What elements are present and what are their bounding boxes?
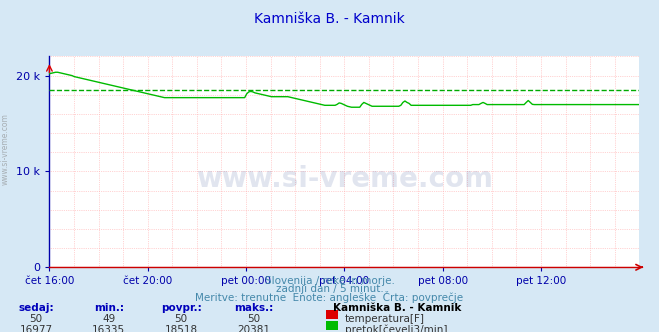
Text: www.si-vreme.com: www.si-vreme.com — [1, 114, 10, 185]
Text: maks.:: maks.: — [234, 303, 273, 313]
Text: temperatura[F]: temperatura[F] — [345, 314, 424, 324]
Text: 18518: 18518 — [165, 325, 198, 332]
Text: 50: 50 — [247, 314, 260, 324]
Text: 49: 49 — [102, 314, 115, 324]
Text: 50: 50 — [175, 314, 188, 324]
Text: www.si-vreme.com: www.si-vreme.com — [196, 165, 493, 193]
Text: 50: 50 — [30, 314, 43, 324]
Text: 20381: 20381 — [237, 325, 270, 332]
Bar — [326, 321, 338, 330]
Text: 16977: 16977 — [20, 325, 53, 332]
Text: Kamniška B. - Kamnik: Kamniška B. - Kamnik — [333, 303, 461, 313]
Text: zadnji dan / 5 minut.: zadnji dan / 5 minut. — [275, 284, 384, 294]
Text: pretok[čevelj3/min]: pretok[čevelj3/min] — [345, 325, 447, 332]
Text: 16335: 16335 — [92, 325, 125, 332]
Text: Slovenija / reke in morje.: Slovenija / reke in morje. — [264, 276, 395, 286]
Text: sedaj:: sedaj: — [18, 303, 54, 313]
Text: Kamniška B. - Kamnik: Kamniška B. - Kamnik — [254, 12, 405, 26]
Text: Meritve: trenutne  Enote: angleške  Črta: povprečje: Meritve: trenutne Enote: angleške Črta: … — [196, 291, 463, 303]
Bar — [326, 310, 338, 319]
Text: povpr.:: povpr.: — [161, 303, 202, 313]
Text: min.:: min.: — [94, 303, 124, 313]
